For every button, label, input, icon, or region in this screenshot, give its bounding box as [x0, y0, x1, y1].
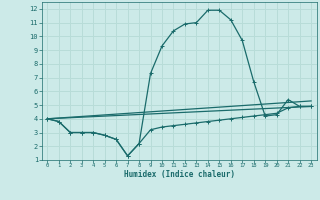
X-axis label: Humidex (Indice chaleur): Humidex (Indice chaleur) — [124, 170, 235, 179]
